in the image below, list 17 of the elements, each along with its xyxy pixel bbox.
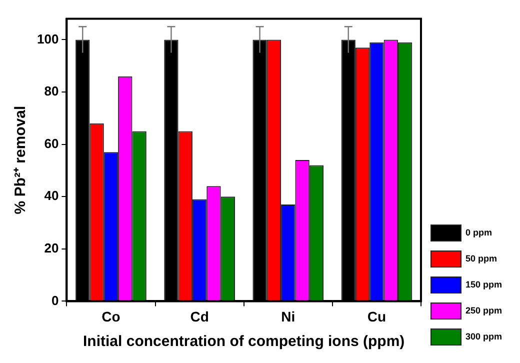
legend-label: 150 ppm [465, 279, 502, 290]
legend-label: 300 ppm [465, 331, 502, 342]
y-tick-label: 0 [51, 292, 59, 308]
y-tick-label: 100 [36, 31, 59, 46]
y-tick-label: 80 [44, 84, 59, 99]
y-axis-title: % Pb²⁺ removal [12, 106, 30, 214]
x-tick-label: Cd [190, 308, 209, 324]
x-tick-label: Ni [281, 308, 296, 324]
x-tick-label: Co [102, 308, 120, 324]
y-tick-label: 60 [44, 136, 59, 151]
legend-label: 0 ppm [465, 227, 492, 238]
legend-label: 50 ppm [465, 253, 497, 264]
x-tick-label: Cu [367, 308, 386, 324]
legend-label: 250 ppm [465, 305, 502, 316]
y-tick-label: 20 [44, 240, 59, 256]
x-axis-title: Initial concentration of competing ions (ppm) [83, 333, 405, 350]
y-tick-label: 40 [44, 188, 59, 204]
